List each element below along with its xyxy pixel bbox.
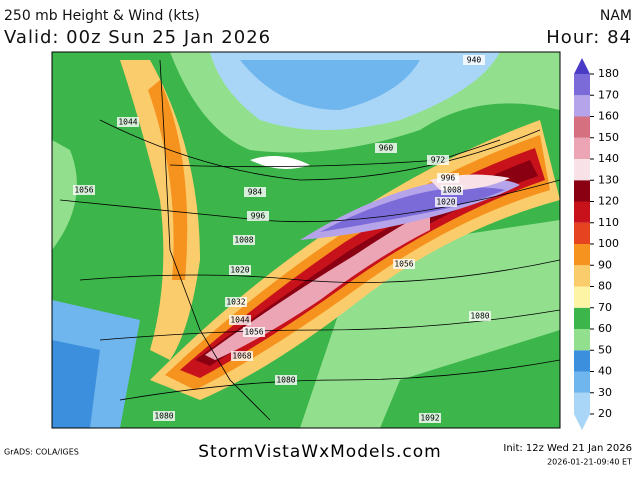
title: 250 mb Height & Wind (kts) [4, 8, 200, 24]
contour-label: 1092 [420, 414, 439, 423]
contour-label-bg [419, 413, 441, 423]
contour-label-bg [275, 375, 297, 385]
colorbar-label: 180 [598, 67, 619, 80]
contour-label: 1080 [470, 312, 489, 321]
contour-label-bg [229, 315, 251, 325]
contour-label: 1056 [394, 260, 413, 269]
timestamp: 2026-01-21-09:40 ET [547, 458, 632, 467]
colorbar-band [574, 265, 590, 287]
map-frame [51, 51, 561, 429]
contour-label: 1032 [226, 298, 245, 307]
contour-label: 1020 [436, 198, 455, 207]
contour-label: 960 [379, 144, 394, 153]
colorbar-label: 110 [598, 216, 619, 229]
map [52, 52, 560, 428]
contour-label: 1008 [234, 236, 253, 245]
contour-label: 1056 [244, 328, 263, 337]
contour-label: 1044 [118, 118, 137, 127]
contour-label-bg [469, 311, 491, 321]
colorbar-label: 50 [598, 343, 612, 356]
forecast-hour: Hour: 84 [546, 27, 632, 48]
contour-label: 972 [431, 156, 446, 165]
contour-label-bg [463, 55, 485, 65]
colorbar-label: 140 [598, 152, 619, 165]
colorbar-label: 170 [598, 88, 619, 101]
contour-label: 984 [248, 188, 263, 197]
contour-label-bg [427, 155, 449, 165]
contour-label-bg [117, 117, 139, 127]
contour-label: 996 [251, 212, 266, 221]
colorbar-band [574, 201, 590, 223]
colorbar-band [574, 180, 590, 202]
contour-label: 1056 [74, 186, 93, 195]
colorbar-label: 90 [598, 258, 612, 271]
contour-label-bg [233, 235, 255, 245]
contour-label-bg [247, 211, 269, 221]
colorbar-label: 130 [598, 173, 619, 186]
colorbar-label: 40 [598, 365, 612, 378]
contour-labels: 940 1044 1056 960 972 984 996 1008 1020 1032 1044 1… [73, 55, 491, 423]
colorbar-band [574, 244, 590, 266]
contour-label: 1080 [276, 376, 295, 385]
contour-label-bg [229, 265, 251, 275]
contour-label: 1020 [230, 266, 249, 275]
colorbar-band [574, 329, 590, 351]
contour-label: 940 [467, 56, 482, 65]
colorbar-band [574, 95, 590, 117]
colorbar-band [574, 286, 590, 308]
contour-label-bg [441, 185, 463, 195]
contour-label-bg [244, 187, 266, 197]
colorbar-band [574, 116, 590, 138]
contour-label: 1068 [232, 352, 251, 361]
colorbar-cap-bottom [574, 414, 590, 430]
colorbar-band [574, 307, 590, 329]
init-time: Init: 12z Wed 21 Jan 2026 [503, 443, 632, 454]
contour-label-bg [153, 411, 175, 421]
contour-label-bg [437, 173, 459, 183]
contour-label-bg [393, 259, 415, 269]
colorbar-label: 120 [598, 195, 619, 208]
colorbar-label: 80 [598, 280, 612, 293]
contour-label: 1044 [230, 316, 249, 325]
colorbar-band [574, 350, 590, 372]
colorbar: 20 30 40 50 60 70 80 90 100 110 120 130 140 150 160 170… [574, 58, 619, 430]
colorbar-label: 60 [598, 322, 612, 335]
contour-label: 996 [441, 174, 456, 183]
contour-label-bg [73, 185, 95, 195]
colorbar-band [574, 159, 590, 181]
contour-label: 1008 [442, 186, 461, 195]
contour-label-bg [231, 351, 253, 361]
credit: GrADS: COLA/IGES [4, 448, 79, 457]
valid-time: Valid: 00z Sun 25 Jan 2026 [4, 27, 271, 48]
contour-label-bg [435, 197, 457, 207]
colorbar-label: 20 [598, 407, 612, 420]
colorbar-label: 30 [598, 386, 612, 399]
model: NAM [600, 8, 632, 24]
colorbar-band [574, 392, 590, 414]
colorbar-label: 70 [598, 301, 612, 314]
contour-label-bg [243, 327, 265, 337]
colorbar-label: 100 [598, 237, 619, 250]
colorbar-band [574, 222, 590, 244]
colorbar-band [574, 74, 590, 96]
contour-label-bg [225, 297, 247, 307]
colorbar-label: 160 [598, 110, 619, 123]
colorbar-cap-top [574, 58, 590, 74]
contour-label-bg [375, 143, 397, 153]
colorbar-band [574, 371, 590, 393]
contour-label: 1080 [154, 412, 173, 421]
site: StormVistaWxModels.com [198, 442, 442, 462]
colorbar-label: 150 [598, 131, 619, 144]
colorbar-band [574, 137, 590, 159]
